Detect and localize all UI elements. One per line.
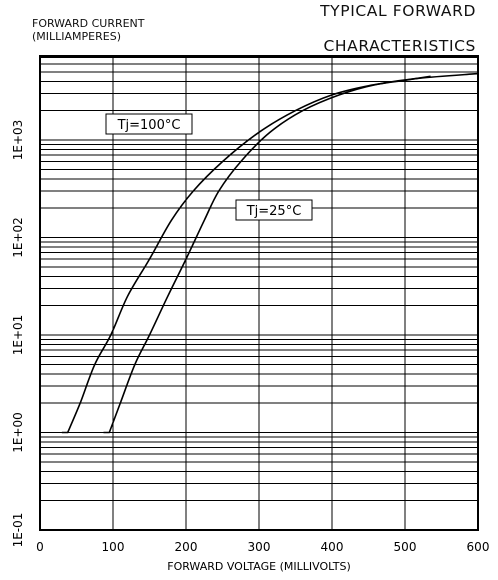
chart-title-line-2: CHARACTERISTICS (323, 37, 476, 55)
x-tick-label: 600 (467, 540, 490, 554)
y-tick-label: 1E-01 (11, 513, 25, 548)
annotation-box-tj-25c (235, 199, 313, 221)
annotation-box-tj-100c (105, 113, 193, 135)
annotations: Tj=100°C Tj=25°C (105, 113, 313, 221)
chart-title-line-1: TYPICAL FORWARD (319, 2, 476, 20)
series-curve-tj-25c (103, 72, 479, 434)
series-curve-tj-100c (61, 75, 431, 434)
plot-frame (39, 55, 479, 531)
y-tick-label: 1E+03 (11, 120, 25, 161)
x-tick-label: 200 (175, 540, 198, 554)
x-tick-label: 0 (36, 540, 44, 554)
x-tick-label: 300 (248, 540, 271, 554)
annotation-label-tj-25c: Tj=25°C (246, 204, 302, 219)
x-tick-label: 100 (102, 540, 125, 554)
y-tick-label: 1E+01 (11, 315, 25, 356)
annotation-label-tj-100c: Tj=100°C (117, 118, 181, 133)
y-axis-label-line-2: (MILLIAMPERES) (32, 30, 121, 43)
y-axis-label-line-1: FORWARD CURRENT (32, 17, 145, 30)
x-axis-label: FORWARD VOLTAGE (MILLIVOLTS) (167, 560, 351, 573)
curves (61, 72, 479, 434)
tick-labels: 0 100 200 300 400 500 600 1E-01 1E+00 1E+01 1E+02 1… (11, 120, 489, 554)
x-tick-label: 400 (321, 540, 344, 554)
y-tick-label: 1E+02 (11, 217, 25, 258)
x-tick-label: 500 (394, 540, 417, 554)
y-tick-label: 1E+00 (11, 412, 25, 453)
grid (39, 56, 479, 531)
